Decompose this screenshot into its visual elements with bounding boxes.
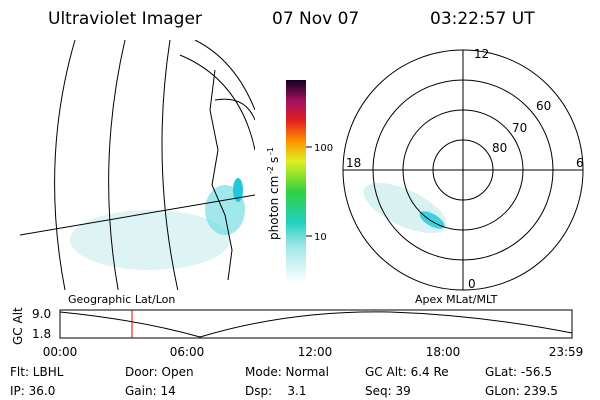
y-label: 9.0 <box>32 307 51 321</box>
x-label: 06:00 <box>170 345 205 359</box>
x-label: 23:59 <box>549 345 584 359</box>
timeline: GC Alt 9.0 1.8 00:00 06:00 12:00 18:00 2… <box>11 307 583 359</box>
info-field: GLon: 239.5 <box>485 384 558 398</box>
x-label: 00:00 <box>43 345 78 359</box>
label-part: s <box>267 157 281 163</box>
info-field: Door: Open <box>125 365 194 379</box>
geo-map <box>20 40 255 290</box>
axis-label: GC Alt <box>11 307 25 345</box>
info-field: Gain: 14 <box>125 384 176 398</box>
info-field: Seq: 39 <box>365 384 411 398</box>
polar-label: 60 <box>536 99 551 113</box>
info-field: IP: 36.0 <box>10 384 55 398</box>
colorbar <box>286 80 306 283</box>
date: 07 Nov 07 <box>272 9 359 29</box>
polar-label: 0 <box>468 277 476 291</box>
info-field: GC Alt: 6.4 Re <box>365 365 449 379</box>
polar-label: 70 <box>512 121 527 135</box>
x-label: 12:00 <box>298 345 333 359</box>
colorbar-label: photon cm -2 s -1 <box>266 147 281 240</box>
title: Ultraviolet Imager <box>48 9 202 29</box>
info-field: GLat: -56.5 <box>485 365 552 379</box>
label-part: photon cm <box>267 176 281 240</box>
emission <box>233 178 243 202</box>
colorbar-tick: 10 <box>314 232 327 243</box>
polar-map: 12 6 0 18 60 70 80 <box>342 47 584 291</box>
emission <box>70 210 230 270</box>
polar-label: 12 <box>474 47 489 61</box>
y-label: 1.8 <box>32 327 51 341</box>
info-panel: Flt: LBHL Door: Open Mode: Normal GC Alt: 6… <box>10 365 558 398</box>
polar-label: 18 <box>346 156 361 170</box>
x-label: 18:00 <box>426 345 461 359</box>
time: 03:22:57 UT <box>430 9 535 29</box>
label-sup: -1 <box>266 147 275 155</box>
info-field: Dsp: 3.1 <box>245 384 307 398</box>
info-field: Flt: LBHL <box>10 365 64 379</box>
info-field: Mode: Normal <box>245 365 329 379</box>
colorbar-tick: 100 <box>314 143 333 154</box>
label-sup: -2 <box>266 166 275 174</box>
map-caption: Apex MLat/MLT <box>415 293 498 306</box>
polar-label: 80 <box>492 141 507 155</box>
map-caption: Geographic Lat/Lon <box>68 293 175 306</box>
polar-label: 6 <box>576 156 584 170</box>
